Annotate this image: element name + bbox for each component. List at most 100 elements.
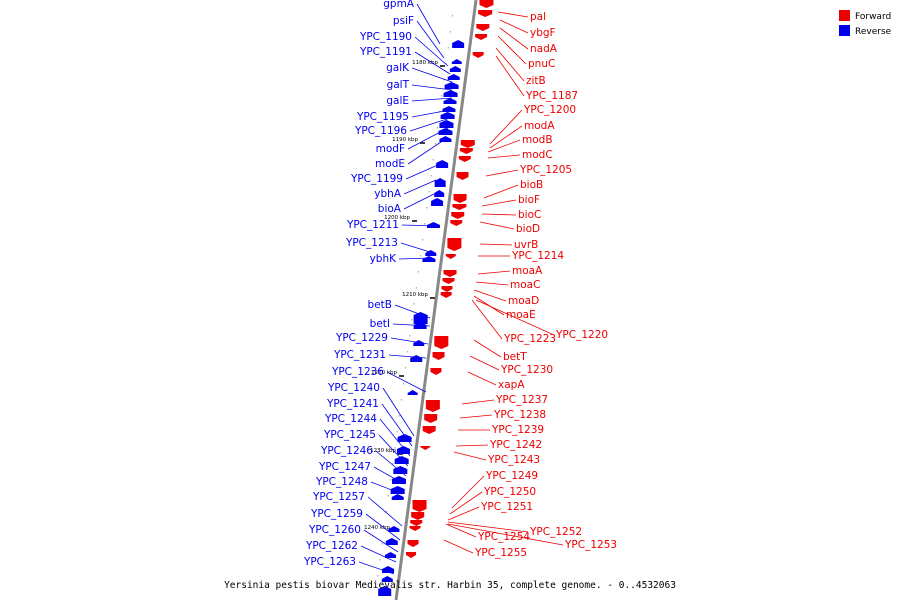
reverse-gene-feature — [410, 355, 423, 362]
leader-line — [358, 561, 395, 575]
forward-gene-feature — [425, 400, 440, 412]
forward-gene-feature — [410, 520, 423, 526]
minor-dot — [394, 447, 396, 449]
forward-gene-feature — [411, 512, 425, 520]
leader-line — [443, 539, 474, 554]
forward-gene-feature — [450, 220, 463, 226]
reverse-gene-feature — [390, 486, 405, 494]
forward-gene-feature — [409, 526, 421, 531]
leader-line — [394, 304, 431, 319]
minor-dot — [379, 559, 381, 561]
forward-gene-label: YPC_1223 — [503, 333, 556, 345]
leader-line — [497, 11, 529, 18]
forward-gene-label: modC — [522, 149, 553, 161]
reverse-gene-label: YPC_1213 — [345, 237, 398, 249]
reverse-gene-feature — [397, 446, 410, 454]
minor-dot — [452, 15, 453, 17]
minor-dot — [417, 271, 419, 273]
minor-dot — [449, 31, 451, 33]
forward-gene-label: nadA — [530, 43, 558, 55]
forward-gene-label: YPC_1187 — [525, 90, 578, 102]
minor-dot — [405, 367, 407, 369]
minor-dot — [441, 95, 443, 97]
reverse-gene-feature — [391, 494, 404, 500]
reverse-gene-label: gpmA — [383, 0, 415, 10]
forward-gene-feature — [472, 52, 484, 58]
forward-gene-feature — [479, 0, 494, 8]
reverse-gene-feature — [431, 198, 444, 206]
leader-line — [403, 179, 437, 195]
tick-label: 1220 kbp — [371, 370, 397, 376]
forward-gene-feature — [432, 352, 445, 360]
leader-line — [469, 355, 500, 371]
leader-line — [479, 243, 513, 246]
forward-gene-feature — [447, 238, 462, 251]
leader-line — [379, 418, 411, 457]
leader-line — [489, 109, 523, 145]
leader-line — [370, 481, 403, 495]
forward-gene-feature — [420, 446, 431, 450]
leader-line — [481, 213, 517, 216]
leader-line — [390, 337, 429, 345]
forward-gene-feature — [441, 286, 453, 292]
reverse-gene-label: YPC_1191 — [359, 46, 412, 58]
reverse-gene-feature — [443, 90, 458, 97]
forward-gene-feature — [430, 368, 442, 375]
leader-line — [375, 450, 407, 477]
leader-line — [481, 199, 517, 207]
leader-line — [414, 51, 451, 75]
minor-dot — [396, 431, 398, 433]
forward-gene-label: YPC_1200 — [523, 104, 576, 116]
tick-label: 1200 kbp — [384, 215, 410, 221]
reverse-gene-label: YPC_1241 — [326, 398, 379, 410]
reverse-gene-label: YPC_1240 — [327, 382, 380, 394]
reverse-gene-label: YPC_1262 — [305, 540, 358, 552]
minor-dot — [392, 463, 394, 465]
leader-line — [497, 35, 527, 65]
reverse-gene-feature — [452, 40, 465, 48]
leader-line — [451, 475, 485, 509]
tick-label: 1230 kbp — [370, 448, 396, 454]
leader-line — [477, 270, 511, 275]
forward-gene-label: zitB — [526, 75, 546, 87]
leader-line — [499, 27, 529, 50]
reverse-gene-label: bioA — [378, 203, 402, 215]
leader-line — [411, 67, 453, 83]
forward-gene-label: moaE — [506, 309, 536, 321]
reverse-gene-feature — [438, 128, 453, 135]
forward-gene-label: YPC_1205 — [519, 164, 572, 176]
forward-gene-label: bioF — [518, 194, 540, 206]
forward-gene-label: pnuC — [528, 58, 555, 70]
leader-line — [459, 414, 493, 419]
reverse-gene-feature — [439, 136, 452, 142]
reverse-gene-feature — [413, 340, 425, 346]
leader-line — [398, 257, 433, 260]
minor-dot — [437, 127, 439, 129]
leader-line — [400, 242, 431, 253]
forward-gene-feature — [406, 552, 416, 558]
forward-gene-label: modA — [524, 120, 555, 132]
leader-line — [487, 154, 521, 159]
reverse-gene-feature — [443, 98, 457, 104]
leader-line — [405, 163, 441, 180]
minor-dot — [415, 287, 417, 289]
reverse-gene-label: YPC_1231 — [333, 349, 386, 361]
reverse-gene-feature — [439, 120, 454, 128]
forward-gene-label: betT — [503, 351, 527, 363]
reverse-gene-feature — [440, 112, 455, 119]
leader-line — [403, 193, 435, 210]
reverse-gene-label: modE — [375, 158, 405, 170]
leader-line — [495, 47, 525, 82]
reverse-gene-label: YPC_1190 — [359, 31, 412, 43]
forward-gene-feature — [443, 270, 457, 277]
reverse-gene-feature — [451, 59, 462, 64]
leader-line — [363, 529, 399, 553]
reverse-gene-feature — [434, 190, 445, 197]
reverse-gene-feature — [385, 538, 398, 545]
leader-line — [411, 84, 453, 91]
forward-gene-feature — [459, 148, 473, 154]
leader-line — [382, 387, 415, 437]
minor-dot — [398, 415, 400, 417]
reverse-gene-label: galK — [386, 62, 410, 74]
